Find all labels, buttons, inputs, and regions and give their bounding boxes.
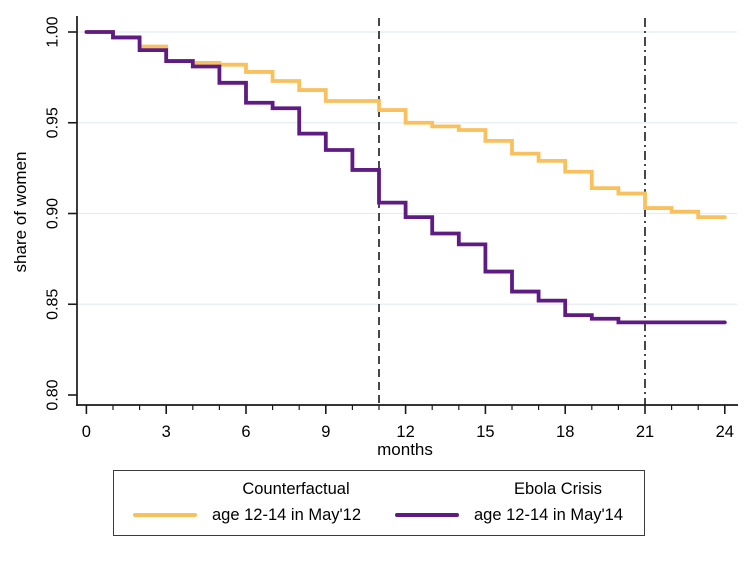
x-tick-label: 18 <box>556 423 574 441</box>
legend-label-ebola-crisis: age 12-14 in May'14 <box>474 505 623 524</box>
legend-swatch-cell <box>380 513 474 517</box>
legend-label-counterfactual: age 12-14 in May'12 <box>212 505 361 524</box>
legend-title-counterfactual: Counterfactual <box>242 479 350 498</box>
series-ebola-crisis-line <box>84 30 727 325</box>
y-tick-label: 0.95 <box>45 107 62 138</box>
x-tick-label: 0 <box>82 423 91 441</box>
x-tick-label: 12 <box>396 423 414 441</box>
legend: Counterfactual age 12-14 in May'12 Ebola… <box>113 470 645 536</box>
x-axis-title: months <box>377 440 433 459</box>
x-tick-label: 24 <box>716 423 734 441</box>
ebola-crisis-line-swatch <box>395 513 459 517</box>
x-tick-label: 6 <box>241 423 250 441</box>
counterfactual-line-swatch <box>133 513 197 517</box>
y-tick-label: 0.80 <box>45 379 62 410</box>
legend-swatch-cell <box>118 513 212 517</box>
y-tick-label: 0.85 <box>45 289 62 320</box>
legend-title-ebola-crisis: Ebola Crisis <box>513 479 603 498</box>
y-tick-label: 1.00 <box>45 16 62 47</box>
y-axis-title: share of women <box>11 152 30 273</box>
y-tick-label: 0.90 <box>45 198 62 229</box>
legend-entry-ebola-crisis: Ebola Crisis age 12-14 in May'14 <box>380 476 642 535</box>
x-tick-label: 3 <box>162 423 171 441</box>
x-tick-label: 21 <box>636 423 654 441</box>
x-tick-label: 9 <box>321 423 330 441</box>
x-tick-label: 15 <box>476 423 494 441</box>
legend-entry-counterfactual: Counterfactual age 12-14 in May'12 <box>118 476 380 535</box>
